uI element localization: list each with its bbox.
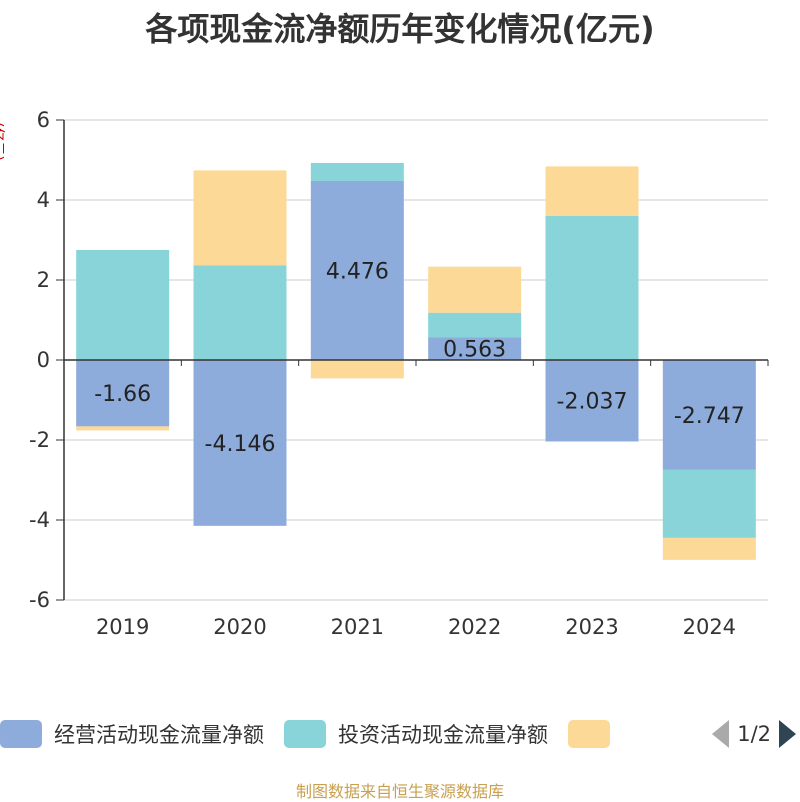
data-label-2023: -2.037 [557,390,628,415]
data-source-note: 制图数据来自恒生聚源数据库 [295,782,504,801]
y-tick-label: -6 [29,588,50,612]
bars [76,162,756,560]
legend-swatch-investing [284,720,326,748]
legend-label-operating: 经营活动现金流量净额 [54,723,264,747]
bar-2019-series-1[interactable] [76,250,170,360]
data-label-2022: 0.563 [443,338,506,363]
labels: -6 -4 -2 0 2 4 6 -1.66 2019 -4.146 2020 4.476 2021 0.… [29,108,745,639]
axes [56,119,769,601]
bar-2021-series-2[interactable] [310,360,404,379]
y-tick-label: -2 [29,428,50,452]
bar-2020-series-2[interactable] [193,170,287,266]
legend-item-operating[interactable]: 经营活动现金流量净额 [0,719,264,749]
bar-2022-series-2[interactable] [428,266,522,313]
chart-title: 各项现金流净额历年变化情况(亿元) [145,10,655,48]
bar-2022-series-0[interactable] [428,337,522,360]
bar-2020-series-0[interactable] [193,360,287,526]
legend-next-page-icon[interactable] [779,720,796,748]
data-label-2021: 4.476 [326,259,389,284]
y-tick-label: 6 [37,108,50,132]
y-tick-label: 2 [37,268,50,292]
x-tick-label-2024: 2024 [683,615,736,639]
bar-2022-series-1[interactable] [428,312,522,338]
data-label-2019: -1.66 [94,382,151,407]
x-tick-label-2019: 2019 [96,615,149,639]
x-tick-label-2020: 2020 [213,615,266,639]
legend-item-financing[interactable] [568,720,622,748]
bar-2023-series-0[interactable] [545,360,639,442]
data-label-2024: -2.747 [674,404,745,429]
legend-page-indicator: 1/2 [737,722,771,746]
x-tick-label-2023: 2023 [565,615,618,639]
bar-2019-series-2[interactable] [76,426,170,431]
legend-swatch-operating [0,720,42,748]
bar-2021-series-0[interactable] [310,180,404,360]
bar-2020-series-1[interactable] [193,265,287,360]
legend-pager: 1/2 [712,716,796,752]
x-tick-label-2021: 2021 [331,615,384,639]
legend-swatch-financing [568,720,610,748]
legend-label-investing: 投资活动现金流量净额 [338,723,548,747]
legend: 经营活动现金流量净额 投资活动现金流量净额 [0,716,800,752]
bar-2023-series-2[interactable] [545,166,639,216]
bar-2024-series-1[interactable] [662,469,756,538]
bar-2024-series-2[interactable] [662,537,756,560]
y-tick-label: 4 [37,188,50,212]
x-tick-label-2022: 2022 [448,615,501,639]
grid-lines [64,119,768,601]
y-tick-label: 0 [37,348,50,372]
y-tick-label: -4 [29,508,50,532]
bar-2019-series-0[interactable] [76,360,170,427]
chart-plot: -6 -4 -2 0 2 4 6 -1.66 2019 -4.146 2020 4.476 2021 0.… [29,108,769,639]
legend-item-investing[interactable]: 投资活动现金流量净额 [284,719,548,749]
legend-prev-page-icon[interactable] [712,720,730,748]
bar-2024-series-0[interactable] [662,360,756,470]
data-label-2020: -4.146 [205,432,276,457]
bar-2023-series-1[interactable] [545,216,639,360]
bar-2021-series-1[interactable] [310,162,404,181]
